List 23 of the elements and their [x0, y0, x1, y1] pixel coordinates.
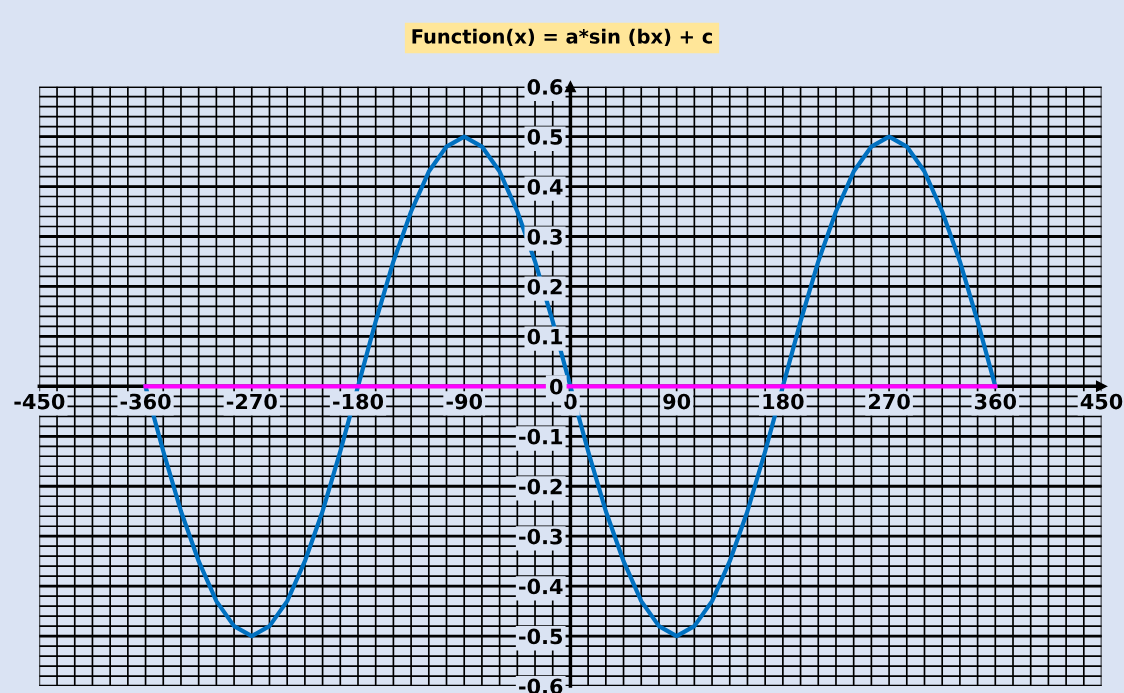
chart-title: Function(x) = a*sin (bx) + c: [412, 28, 712, 47]
x-tick-label: 450: [1080, 393, 1123, 410]
y-tick-label: 0.1: [527, 328, 563, 345]
x-tick-label: 270: [868, 393, 910, 410]
x-tick-label: 360: [974, 393, 1017, 410]
y-tick-label: -0.1: [519, 428, 563, 445]
y-tick-label: 0.3: [527, 228, 562, 245]
x-tick-label: 180: [763, 393, 804, 410]
x-tick-label: -180: [333, 393, 384, 410]
y-tick-label: -0.2: [519, 478, 562, 495]
y-tick-label: 0.4: [527, 178, 563, 195]
y-tick-label: -0.5: [519, 628, 563, 645]
x-tick-label: 90: [663, 393, 691, 410]
y-tick-label: 0.6: [527, 79, 563, 95]
y-tick-label: 0.2: [527, 278, 562, 295]
x-tick-label: -270: [226, 393, 277, 410]
x-tick-label: -450: [14, 393, 65, 410]
y-tick-label: -0.3: [519, 528, 562, 545]
x-tick-label: -360: [120, 393, 171, 410]
x-tick-label: -90: [446, 393, 483, 410]
y-tick-label: 0.5: [527, 129, 563, 145]
y-tick-label: -0.4: [519, 578, 563, 595]
y-tick-label: 0: [549, 378, 563, 395]
